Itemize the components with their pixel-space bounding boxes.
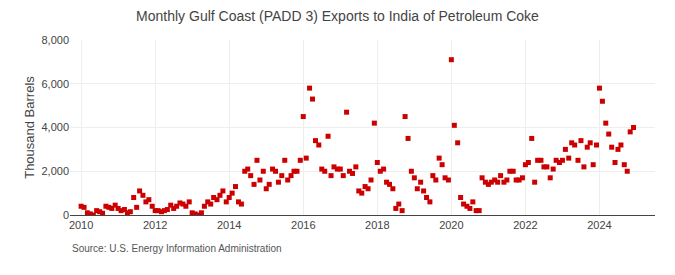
svg-text:8,000: 8,000	[41, 34, 69, 46]
svg-text:2016: 2016	[291, 219, 315, 231]
svg-text:2018: 2018	[365, 219, 389, 231]
svg-text:4,000: 4,000	[41, 121, 69, 133]
svg-text:2014: 2014	[217, 219, 241, 231]
svg-text:2012: 2012	[143, 219, 167, 231]
svg-text:2,000: 2,000	[41, 165, 69, 177]
svg-text:Monthly Gulf Coast (PADD 3) Ex: Monthly Gulf Coast (PADD 3) Exports to I…	[136, 8, 539, 24]
svg-text:2020: 2020	[439, 219, 463, 231]
svg-text:2024: 2024	[587, 219, 611, 231]
svg-text:0: 0	[63, 209, 69, 221]
svg-text:Source: U.S. Energy Informatio: Source: U.S. Energy Information Administ…	[72, 243, 282, 254]
svg-text:Thousand Barrels: Thousand Barrels	[22, 76, 37, 179]
svg-text:6,000: 6,000	[41, 78, 69, 90]
svg-text:2022: 2022	[513, 219, 537, 231]
svg-text:2010: 2010	[69, 219, 93, 231]
